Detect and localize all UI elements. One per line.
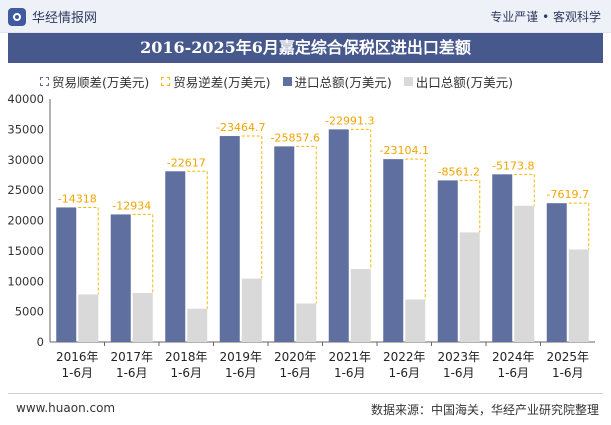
- y-tick-label: 35000: [7, 122, 44, 136]
- export-bar: [514, 205, 535, 342]
- export-bar: [187, 308, 208, 342]
- x-tick-label-period: 1-6月: [170, 366, 202, 380]
- x-tick-label-year: 2025年: [546, 350, 589, 364]
- x-tick-label-period: 1-6月: [334, 366, 366, 380]
- legend-label-surplus: 贸易顺差(万美元): [52, 75, 150, 90]
- x-tick-label-period: 1-6月: [443, 366, 475, 380]
- x-tick-label-period: 1-6月: [61, 366, 93, 380]
- deficit-label: -7619.7: [547, 188, 589, 201]
- legend-swatch-export: [403, 77, 413, 86]
- legend-item-import: 进口总额(万美元): [282, 72, 392, 91]
- deficit-bracket: [459, 179, 481, 233]
- import-bar: [328, 129, 349, 342]
- legend-item-export: 出口总额(万美元): [403, 72, 514, 91]
- import-bar: [437, 180, 458, 342]
- brand-name: 华经情报网: [32, 11, 98, 26]
- deficit-bracket: [132, 213, 154, 293]
- x-tick-label-period: 1-6月: [116, 366, 148, 380]
- legend-swatch-deficit: [161, 77, 171, 86]
- export-bar: [296, 303, 317, 342]
- y-tick-label: 30000: [7, 153, 44, 167]
- x-tick-label-period: 1-6月: [552, 366, 584, 380]
- x-tick-label-period: 1-6月: [279, 366, 311, 380]
- top-bar: 华经情报网 专业严谨 • 客观科学: [0, 0, 611, 33]
- y-tick-label: 5000: [15, 305, 44, 319]
- import-bar: [492, 174, 513, 342]
- export-bar: [350, 269, 371, 342]
- y-tick-label: 15000: [7, 244, 44, 258]
- import-bar: [383, 159, 404, 342]
- deficit-bracket: [296, 145, 317, 304]
- deficit-label: -12934: [112, 199, 151, 212]
- deficit-label: -23464.7: [216, 121, 265, 134]
- deficit-label: -22617: [167, 156, 206, 169]
- deficit-label: -8561.2: [438, 165, 480, 178]
- x-tick-label-year: 2021年: [328, 350, 371, 364]
- y-tick-label: 20000: [7, 214, 44, 228]
- footer-source: 数据来源：中国海关，华经产业研究院整理: [370, 403, 599, 417]
- deficit-label: -25857.6: [271, 131, 320, 144]
- deficit-bracket: [350, 128, 372, 270]
- x-tick-label-period: 1-6月: [388, 366, 420, 380]
- export-bar: [78, 294, 99, 342]
- deficit-label: -5173.8: [492, 159, 534, 172]
- import-bar: [110, 214, 131, 342]
- y-tick-label: 25000: [7, 183, 44, 197]
- footer: www.huaon.com 数据来源：中国海关，华经产业研究院整理: [0, 397, 611, 425]
- x-tick-label-year: 2019年: [219, 350, 262, 364]
- legend-item-deficit: 贸易逆差(万美元): [161, 72, 271, 91]
- footer-url[interactable]: www.huaon.com: [16, 401, 116, 415]
- deficit-bracket: [514, 173, 535, 206]
- x-tick-label-period: 1-6月: [497, 366, 529, 380]
- x-tick-label-year: 2018年: [165, 350, 208, 364]
- legend-swatch-surplus: [40, 77, 49, 86]
- deficit-label: -23104.1: [380, 144, 429, 157]
- import-bar: [274, 146, 295, 342]
- y-tick-label: 10000: [7, 274, 44, 288]
- deficit-bracket: [568, 202, 590, 250]
- footer-divider: [8, 393, 603, 394]
- legend-label-deficit: 贸易逆差(万美元): [173, 75, 271, 90]
- deficit-bracket: [241, 135, 263, 279]
- logo-icon: [8, 7, 26, 26]
- brand: 华经情报网: [8, 7, 97, 26]
- import-bar: [165, 171, 186, 342]
- x-tick-label-year: 2023年: [437, 350, 480, 364]
- deficit-bracket: [187, 170, 208, 309]
- export-bar: [568, 249, 589, 342]
- chart-title: 2016-2025年6月嘉定综合保税区进出口差额: [8, 33, 603, 63]
- export-bar: [459, 232, 480, 342]
- import-bar: [219, 136, 240, 342]
- export-bar: [241, 278, 262, 342]
- x-tick-label-year: 2020年: [274, 350, 317, 364]
- legend-item-surplus: 贸易顺差(万美元): [40, 72, 149, 91]
- x-tick-label-year: 2024年: [492, 350, 535, 364]
- export-bar: [132, 292, 153, 342]
- x-tick-label-period: 1-6月: [225, 366, 257, 380]
- deficit-bracket: [405, 158, 426, 300]
- deficit-bracket: [78, 206, 99, 295]
- x-tick-label-year: 2016年: [56, 350, 99, 364]
- import-bar: [56, 207, 77, 342]
- legend-label-import: 进口总额(万美元): [294, 75, 392, 90]
- export-bar: [405, 299, 426, 342]
- y-tick-label: 40000: [7, 92, 44, 106]
- y-tick-label: 0: [37, 335, 44, 349]
- x-tick-label-year: 2022年: [383, 350, 426, 364]
- deficit-label: -22991.3: [325, 114, 374, 127]
- x-tick-label-year: 2017年: [110, 350, 153, 364]
- tagline: 专业严谨 • 客观科学: [490, 10, 601, 24]
- deficit-label: -14318: [58, 192, 97, 205]
- legend-label-export: 出口总额(万美元): [415, 75, 514, 90]
- legend-swatch-import: [282, 77, 292, 86]
- import-bar: [546, 203, 567, 342]
- legend: 贸易顺差(万美元) 贸易逆差(万美元) 进口总额(万美元) 出口总额(万美元): [40, 72, 513, 91]
